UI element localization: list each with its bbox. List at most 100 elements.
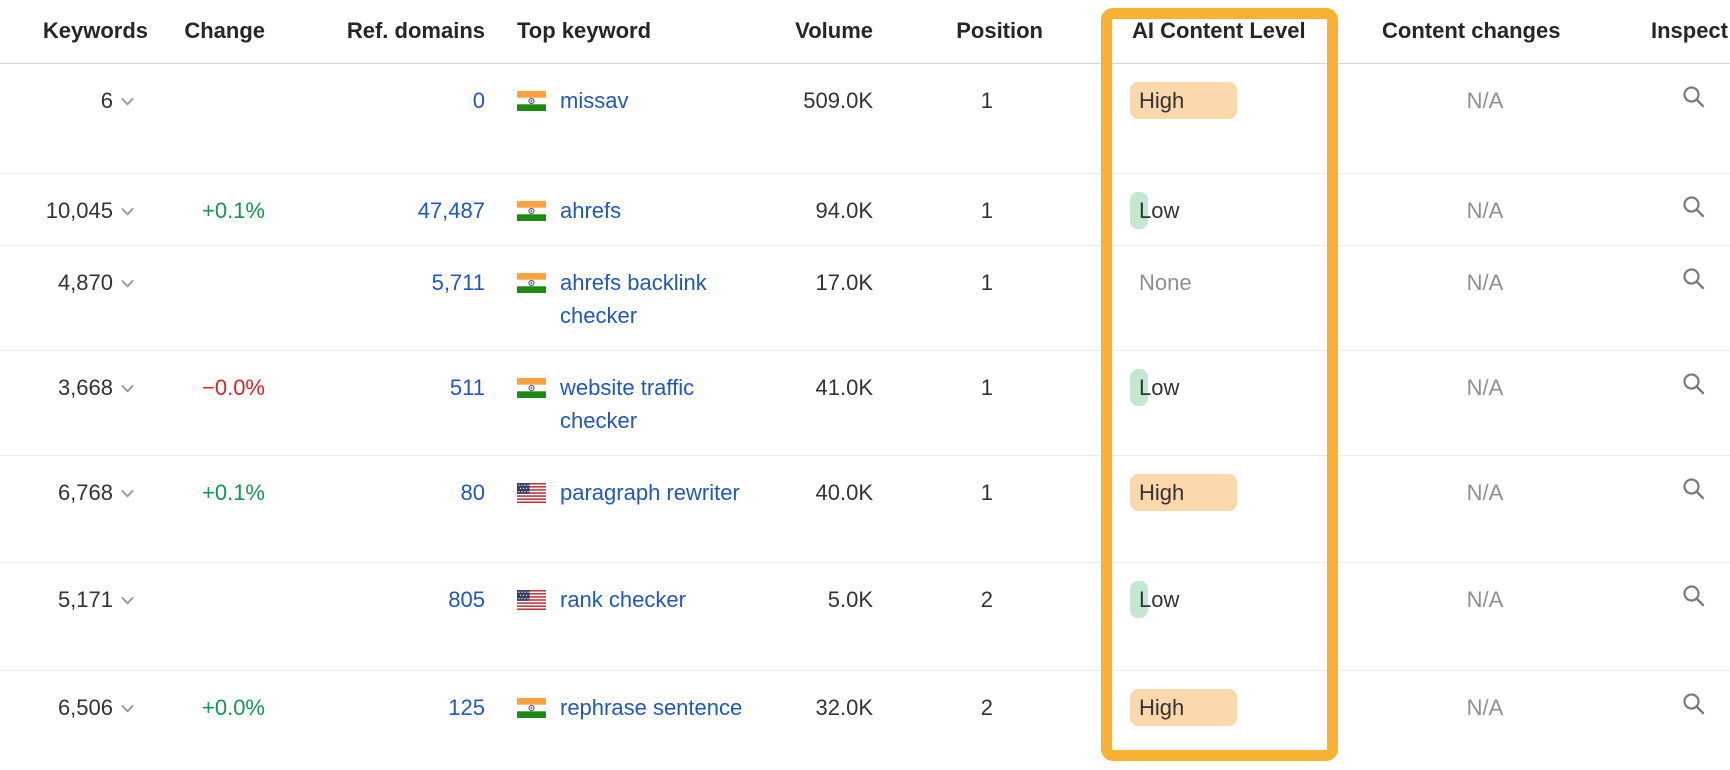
column-header-content-changes[interactable]: Content changes <box>1355 0 1615 64</box>
content-changes-value: N/A <box>1466 694 1504 720</box>
chevron-down-icon <box>121 490 134 498</box>
top-keyword-link[interactable]: missav <box>560 87 629 113</box>
position-value: 1 <box>980 269 993 295</box>
top-keyword-cell: missav <box>487 84 757 117</box>
content-changes-value: N/A <box>1466 374 1504 400</box>
column-header-volume[interactable]: Volume <box>757 0 877 64</box>
column-header-top-keyword[interactable]: Top keyword <box>487 0 757 64</box>
volume-value: 41.0K <box>815 374 874 400</box>
top-keyword-cell: ahrefs <box>487 194 757 227</box>
ref-domains-link[interactable]: 125 <box>448 694 485 720</box>
position-value: 1 <box>980 374 993 400</box>
ai-level-bar <box>1130 688 1237 726</box>
magnifier-icon <box>1683 267 1705 289</box>
inspect-button[interactable] <box>1682 267 1705 290</box>
position-value: 2 <box>980 586 993 612</box>
ref-domains-link[interactable]: 5,711 <box>431 269 485 295</box>
volume-value: 509.0K <box>803 87 873 113</box>
column-header-ai-content-level[interactable]: AI Content Level <box>1045 0 1355 64</box>
magnifier-icon <box>1683 477 1705 499</box>
country-flag-icon <box>517 697 546 718</box>
keyword-count: 5,171 <box>57 586 113 612</box>
content-changes-value: N/A <box>1466 269 1504 295</box>
chevron-down-icon <box>121 597 134 605</box>
top-keyword-link[interactable]: paragraph rewriter <box>560 479 740 505</box>
keyword-count-toggle[interactable]: 5,171 <box>58 583 134 616</box>
change-percent: −0.0% <box>202 374 265 400</box>
position-value: 1 <box>980 87 993 113</box>
ai-level-bar <box>1130 81 1237 119</box>
inspect-button[interactable] <box>1682 477 1705 500</box>
position-value: 1 <box>980 479 993 505</box>
change-percent: +0.1% <box>202 479 265 505</box>
chevron-down-icon <box>121 98 134 106</box>
top-keyword-cell: rephrase sentence <box>487 691 757 724</box>
inspect-button[interactable] <box>1682 85 1705 108</box>
position-value: 1 <box>980 197 993 223</box>
volume-value: 17.0K <box>815 269 874 295</box>
ai-content-level-badge: None <box>1130 266 1240 299</box>
ai-level-bar <box>1130 473 1237 511</box>
ai-level-label: High <box>1139 694 1185 720</box>
ai-content-level-badge: High <box>1130 473 1240 511</box>
keyword-count-toggle[interactable]: 10,045 <box>46 194 134 227</box>
position-value: 2 <box>980 694 993 720</box>
keyword-count-toggle[interactable]: 6,506 <box>58 691 134 724</box>
top-keyword-link[interactable]: website traffic checker <box>560 374 695 433</box>
keyword-count-toggle[interactable]: 4,870 <box>58 266 134 299</box>
column-header-ref-domains[interactable]: Ref. domains <box>267 0 487 64</box>
chevron-down-icon <box>121 385 134 393</box>
content-changes-value: N/A <box>1466 197 1504 223</box>
country-flag-icon <box>517 90 546 111</box>
change-percent: +0.1% <box>202 197 265 223</box>
ai-content-level-badge: Low <box>1130 368 1240 406</box>
chevron-down-icon <box>121 208 134 216</box>
ref-domains-link[interactable]: 47,487 <box>417 197 485 223</box>
magnifier-icon <box>1683 372 1705 394</box>
table-row: 6,768 +0.1% 80 paragraph rewriter 40.0K … <box>0 455 1730 563</box>
ai-level-label: Low <box>1139 586 1180 612</box>
ai-level-bar <box>1130 191 1148 229</box>
keyword-count-toggle[interactable]: 6 <box>101 84 134 117</box>
ai-level-label: High <box>1139 479 1185 505</box>
ref-domains-link[interactable]: 80 <box>460 479 485 505</box>
content-changes-value: N/A <box>1466 586 1504 612</box>
country-flag-icon <box>517 272 546 293</box>
column-header-inspect[interactable]: Inspect <box>1615 0 1730 64</box>
volume-value: 5.0K <box>827 586 873 612</box>
keyword-count-toggle[interactable]: 6,768 <box>58 476 134 509</box>
content-changes-value: N/A <box>1466 87 1504 113</box>
inspect-button[interactable] <box>1682 692 1705 715</box>
inspect-button[interactable] <box>1682 195 1705 218</box>
table-row: 4,870 5,711 ahrefs backlink checker 17.0… <box>0 245 1730 351</box>
content-changes-value: N/A <box>1466 479 1504 505</box>
ai-content-level-badge: High <box>1130 688 1240 726</box>
column-header-keywords[interactable]: Keywords <box>0 0 152 64</box>
top-keyword-cell: rank checker <box>487 583 757 616</box>
top-keyword-cell: website traffic checker <box>487 371 757 437</box>
inspect-button[interactable] <box>1682 584 1705 607</box>
ref-domains-link[interactable]: 511 <box>449 374 485 400</box>
inspect-button[interactable] <box>1682 372 1705 395</box>
header-row: Keywords Change Ref. domains Top keyword… <box>0 0 1730 64</box>
ai-level-bar <box>1130 580 1148 618</box>
ref-domains-link[interactable]: 0 <box>472 87 485 113</box>
keyword-count-toggle[interactable]: 3,668 <box>58 371 134 404</box>
column-header-position[interactable]: Position <box>877 0 1045 64</box>
top-keyword-link[interactable]: rephrase sentence <box>560 694 743 720</box>
top-keyword-link[interactable]: ahrefs backlink checker <box>560 269 707 328</box>
ai-level-label: Low <box>1139 197 1180 223</box>
ai-content-level-badge: Low <box>1130 191 1240 229</box>
top-keyword-link[interactable]: ahrefs <box>560 197 622 223</box>
country-flag-icon <box>517 589 546 610</box>
keyword-count: 6,506 <box>57 694 113 720</box>
column-header-change[interactable]: Change <box>152 0 267 64</box>
volume-value: 94.0K <box>815 197 874 223</box>
change-percent: +0.0% <box>202 694 265 720</box>
ref-domains-link[interactable]: 805 <box>448 586 485 612</box>
keyword-count: 3,668 <box>57 374 113 400</box>
keyword-count: 10,045 <box>45 197 113 223</box>
ai-level-label: None <box>1139 269 1192 295</box>
top-keyword-link[interactable]: rank checker <box>560 586 686 612</box>
